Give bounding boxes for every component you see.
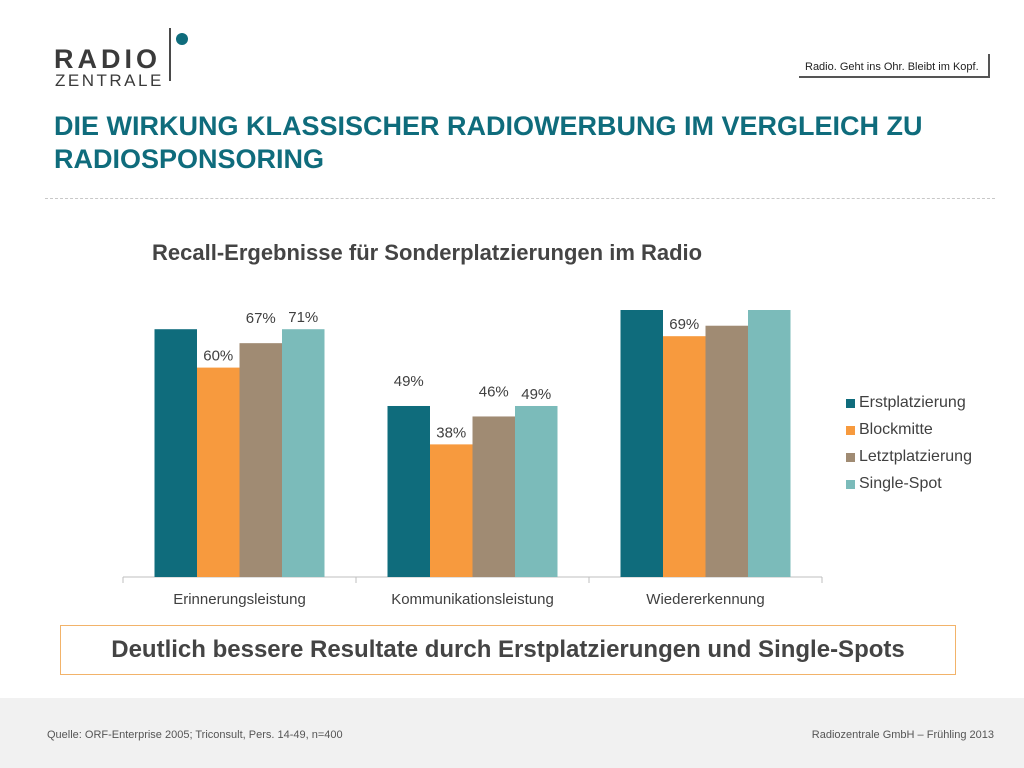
data-label: 67% (246, 310, 276, 327)
legend-label: Blockmitte (859, 421, 933, 438)
bar (239, 343, 282, 577)
bar (663, 336, 706, 577)
data-label: 49% (394, 373, 424, 390)
callout-box: Deutlich bessere Resultate durch Erstpla… (60, 625, 956, 675)
bar-chart: 71% 60% 67% 71% Erinnerungsleistung 49% 38% 46%… (122, 310, 823, 608)
page-title: DIE WIRKUNG KLASSISCHER RADIOWERBUNG IM … (54, 111, 923, 174)
footer-company: Radiozentrale GmbH – Frühling 2013 (811, 729, 994, 741)
legend-label: Letztplatzierung (859, 448, 972, 465)
data-label: 71% (288, 310, 318, 326)
data-label: 46% (479, 383, 509, 400)
bar (748, 310, 791, 577)
bar (282, 329, 325, 577)
category-label: Kommunikationsleistung (391, 591, 554, 608)
bar (197, 367, 240, 577)
legend-label: Single-Spot (859, 475, 942, 492)
footer: Quelle: ORF-Enterprise 2005; Triconsult,… (0, 698, 1024, 768)
data-label: 60% (203, 348, 233, 365)
legend-label: Erstplatzierung (859, 394, 966, 411)
data-label: 71% (161, 310, 191, 313)
bar (472, 416, 515, 577)
tagline: Radio. Geht ins Ohr. Bleibt im Kopf. (799, 54, 990, 78)
bar (154, 329, 197, 577)
legend-swatch (846, 480, 855, 489)
radiozentrale-logo: RADIO ZENTRALE (54, 28, 194, 89)
bar (705, 325, 748, 577)
logo-dot-icon (176, 33, 188, 45)
data-label: 69% (669, 316, 699, 333)
category-label: Wiedererkennung (646, 591, 764, 608)
data-label: 49% (521, 386, 551, 403)
category-label: Erinnerungsleistung (173, 591, 306, 608)
legend-swatch (846, 426, 855, 435)
bar (430, 444, 473, 577)
logo-bar (169, 28, 171, 81)
logo-zentrale-text: ZENTRALE (55, 71, 164, 90)
logo-radio-text: RADIO (54, 44, 161, 74)
footer-source: Quelle: ORF-Enterprise 2005; Triconsult,… (47, 729, 343, 741)
bar (387, 405, 430, 577)
chart-title: Recall-Ergebnisse für Sonderplatzierunge… (152, 240, 703, 265)
title-divider (45, 198, 995, 199)
legend-swatch (846, 453, 855, 462)
bar (515, 405, 558, 577)
data-label: 38% (436, 424, 466, 441)
legend-swatch (846, 399, 855, 408)
bar (620, 310, 663, 577)
